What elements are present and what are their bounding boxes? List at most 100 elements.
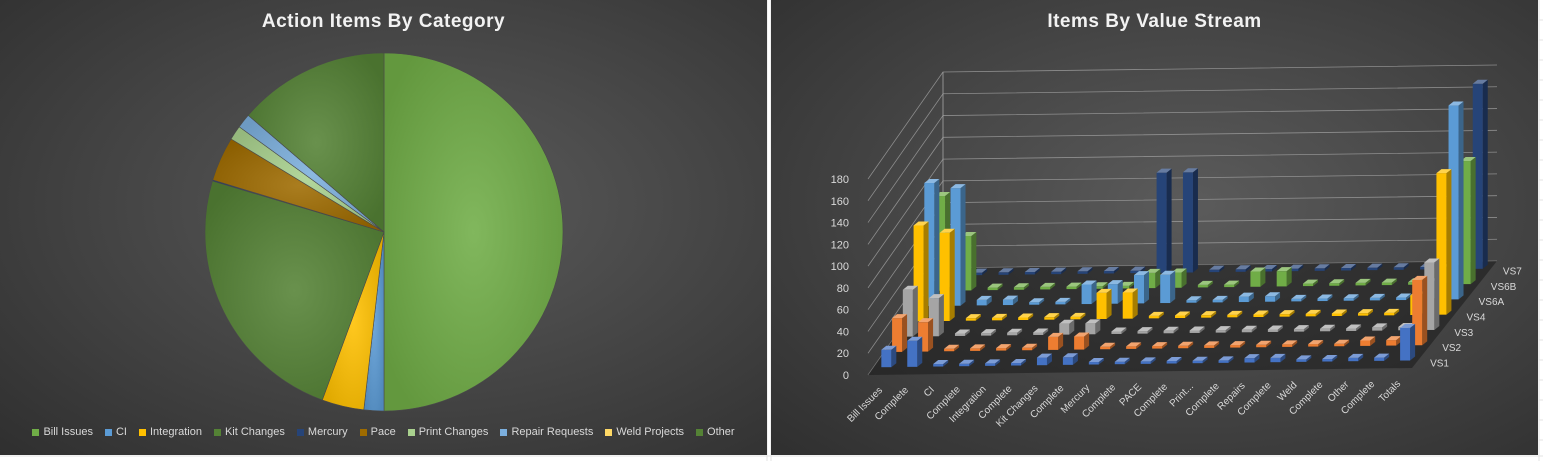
bar-vs6b-16[interactable] (1355, 278, 1371, 286)
bar-vs1-14[interactable] (1244, 354, 1260, 363)
bar-vs1-17[interactable] (1322, 355, 1338, 362)
bar-vs1-9[interactable] (1114, 357, 1130, 365)
bar-vs2-12[interactable] (1204, 341, 1220, 348)
bar-vs1-19[interactable] (1374, 353, 1390, 361)
bar-vs7-6[interactable] (1103, 266, 1119, 274)
bar-vs2-6[interactable] (1048, 332, 1064, 350)
bar-vs1-12[interactable] (1192, 356, 1208, 364)
bar-vs3-8[interactable] (1111, 327, 1127, 334)
bar-vs2-19[interactable] (1386, 336, 1402, 346)
bar-vs6a-17[interactable] (1369, 293, 1385, 301)
bar-vs7-14[interactable] (1314, 264, 1330, 271)
bar-vs1-8[interactable] (1088, 358, 1104, 365)
bar-vs2-10[interactable] (1152, 342, 1168, 349)
bar-vs2-14[interactable] (1256, 340, 1272, 348)
bar-vs2-3[interactable] (970, 344, 986, 351)
bar-vs6b-12[interactable] (1250, 267, 1266, 287)
pie-slice-bill-issues[interactable] (383, 52, 564, 412)
bar-vs4-10[interactable] (1175, 311, 1190, 319)
bar-vs1-1[interactable] (907, 336, 923, 367)
bar-vs3-16[interactable] (1320, 324, 1336, 332)
bar-vs2-2[interactable] (944, 344, 960, 352)
bar-vs7-2[interactable] (998, 268, 1014, 275)
bar-vs6b-2[interactable] (987, 283, 1003, 291)
bar-vs6a-12[interactable] (1238, 292, 1254, 303)
bar-vs6b-9[interactable] (1171, 268, 1187, 288)
bar-vs2-11[interactable] (1178, 341, 1194, 349)
bar-vs6b-17[interactable] (1381, 278, 1397, 286)
bar-vs2-17[interactable] (1334, 339, 1350, 347)
bar-vs7-5[interactable] (1077, 267, 1093, 274)
bar-vs1-7[interactable] (1062, 353, 1078, 365)
pie-chart-panel[interactable]: Action Items By Category Bill Issues CI In… (0, 0, 767, 455)
bar-vs6b-15[interactable] (1329, 279, 1345, 286)
bar-vs1-16[interactable] (1296, 355, 1312, 362)
bar-vs4-16[interactable] (1331, 309, 1347, 317)
bar-vs6a-11[interactable] (1212, 295, 1228, 303)
bar-vs4-4[interactable] (1018, 313, 1034, 321)
bar-vs7-4[interactable] (1051, 267, 1067, 275)
bar-vs1-5[interactable] (1011, 359, 1027, 366)
bar-vs4-15[interactable] (1305, 309, 1321, 317)
bar-vs6b-4[interactable] (1040, 282, 1056, 290)
bar-vs4-20[interactable] (1436, 169, 1452, 315)
bar-vs1-0[interactable] (881, 345, 897, 368)
bar-vs3-10[interactable] (1163, 326, 1179, 334)
bar-vs6a-14[interactable] (1291, 294, 1307, 302)
bar-vs4-17[interactable] (1358, 309, 1373, 316)
bar-vs4-3[interactable] (992, 313, 1007, 321)
bar-vs3-9[interactable] (1137, 327, 1153, 334)
bar-vs4-9[interactable] (1148, 311, 1164, 319)
bar-vs6b-5[interactable] (1066, 282, 1082, 290)
bar-vs1-2[interactable] (933, 360, 949, 367)
bar-vs6a-18[interactable] (1396, 293, 1412, 301)
bar-vs1-11[interactable] (1166, 357, 1182, 364)
bar-vs3-14[interactable] (1267, 325, 1283, 332)
bar-vs6a-3[interactable] (1002, 295, 1018, 306)
bar-vs7-20[interactable] (1472, 79, 1488, 269)
bar-vs4-7[interactable] (1096, 288, 1112, 319)
bar-vs7-17[interactable] (1393, 263, 1409, 270)
bar-vs2-1[interactable] (918, 318, 934, 352)
bar-vs1-18[interactable] (1348, 353, 1364, 362)
bar-vs6a-7[interactable] (1107, 280, 1123, 304)
bar-vs6b-11[interactable] (1224, 280, 1240, 288)
bar-vs1-13[interactable] (1218, 356, 1234, 363)
bar-vs4-5[interactable] (1044, 313, 1060, 320)
bar-vs3-11[interactable] (1189, 326, 1205, 333)
bar-vs2-9[interactable] (1126, 342, 1142, 349)
bar-vs6a-0[interactable] (924, 179, 940, 307)
bar-vs6b-20[interactable] (1460, 157, 1476, 285)
bar-vs4-13[interactable] (1253, 310, 1269, 318)
bar-vs6a-13[interactable] (1265, 292, 1281, 302)
bar-vs7-9[interactable] (1182, 168, 1198, 273)
bar-vs6a-15[interactable] (1317, 294, 1333, 302)
bar-vs7-12[interactable] (1261, 264, 1277, 272)
bar-vs3-18[interactable] (1372, 323, 1388, 331)
bar-vs1-15[interactable] (1270, 353, 1286, 363)
bar-vs7-13[interactable] (1288, 264, 1304, 272)
bar-vs4-6[interactable] (1070, 312, 1086, 320)
bar-vs7-11[interactable] (1235, 265, 1251, 272)
bar-vs3-4[interactable] (1007, 328, 1023, 336)
bar-vs4-18[interactable] (1384, 308, 1400, 316)
bar-vs6a-4[interactable] (1029, 298, 1045, 305)
bar-vs3-20[interactable] (1424, 258, 1440, 330)
bar-vs7-16[interactable] (1367, 263, 1383, 271)
bar-vs4-0[interactable] (913, 221, 929, 322)
bar-vs6a-9[interactable] (1160, 270, 1176, 304)
bar-vs2-0[interactable] (892, 314, 908, 352)
bar-vs3-15[interactable] (1293, 325, 1309, 332)
bar-vs6a-1[interactable] (950, 184, 966, 306)
bar-vs6a-2[interactable] (976, 295, 992, 306)
bar-vs2-18[interactable] (1360, 336, 1376, 346)
bar-vs3-17[interactable] (1346, 324, 1362, 331)
bar-vs1-20[interactable] (1400, 323, 1416, 361)
bar-vs6a-10[interactable] (1186, 296, 1202, 303)
bar-vs6a-5[interactable] (1055, 297, 1071, 305)
bar-vs1-10[interactable] (1140, 357, 1156, 364)
bar-vs1-4[interactable] (985, 359, 1001, 366)
bar-vs1-3[interactable] (959, 359, 975, 367)
bar-vs6b-10[interactable] (1197, 280, 1213, 288)
bar-vs4-1[interactable] (939, 228, 955, 321)
